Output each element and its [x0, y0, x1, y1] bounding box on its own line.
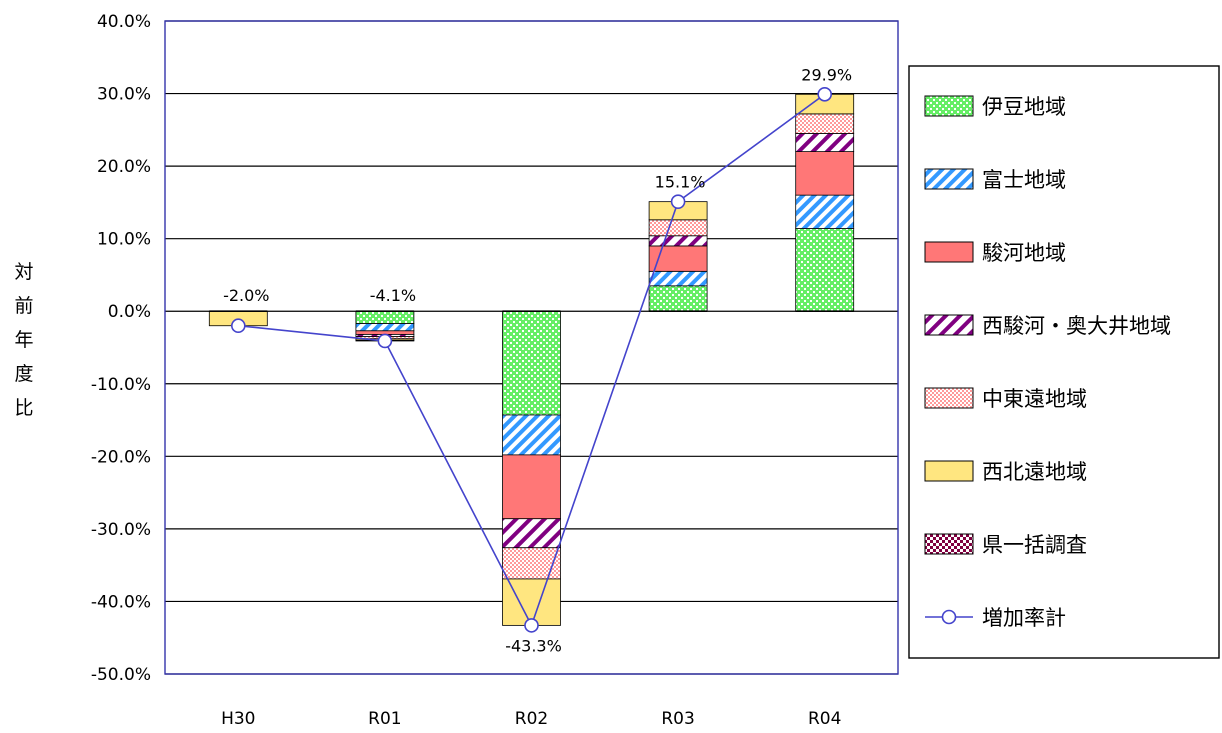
bar-segment-R01-0 [355, 310, 415, 324]
legend-label-5: 西北遠地域 [982, 460, 1087, 484]
legend-label-line: 増加率計 [982, 606, 1066, 630]
legend-label-3: 西駿河・奥大井地域 [982, 314, 1171, 338]
legend-label-0: 伊豆地域 [982, 95, 1066, 119]
bar-segment-R03-1 [648, 270, 708, 287]
legend-label-6: 県一括調査 [982, 533, 1087, 557]
bar-segment-R04-4 [795, 113, 855, 134]
y-tick-label: -40.0% [91, 592, 151, 612]
bar-segment-R04-2 [795, 151, 855, 196]
x-tick-label-H30: H30 [221, 709, 255, 729]
x-tick-label-R04: R04 [808, 709, 841, 729]
legend-swatch-3 [924, 314, 974, 336]
total-growth-point-R02 [524, 618, 539, 633]
bar-segment-R03-3 [648, 235, 708, 247]
y-tick-label: 30.0% [97, 85, 151, 105]
bar-segment-R02-3 [502, 518, 561, 549]
y-axis-label-char: 年 [14, 329, 33, 351]
legend-swatch-2 [924, 241, 974, 263]
total-growth-label-H30: -2.0% [223, 286, 269, 305]
plot-area: -50.0% -40.0% -30.0% -20.0% -10.0% 0.0% 10.0% 2… [91, 12, 899, 729]
total-growth-label-R02: -43.3% [505, 636, 562, 655]
bar-segment-R01-1 [355, 323, 415, 332]
bar-segment-R02-2 [502, 454, 561, 520]
legend-box [908, 65, 1220, 659]
bar-segment-R02-0 [502, 310, 561, 416]
bar-segment-R02-1 [502, 414, 561, 456]
y-tick-label: -10.0% [91, 375, 151, 395]
legend-swatch-5 [924, 460, 974, 482]
total-growth-point-R01 [377, 333, 393, 349]
bar-segment-R03-4 [648, 219, 708, 237]
total-growth-label-R01: -4.1% [370, 286, 416, 305]
y-axis-label-char: 度 [14, 363, 33, 385]
bar-segment-R04-1 [795, 194, 855, 229]
x-tick-label-R02: R02 [515, 709, 548, 729]
y-tick-label: -20.0% [91, 447, 151, 467]
x-tick-label-R03: R03 [661, 709, 694, 729]
legend-swatch-4 [924, 387, 974, 409]
legend-label-1: 富士地域 [982, 168, 1066, 192]
y-tick-label: 0.0% [108, 302, 151, 322]
legend-label-2: 駿河地域 [982, 241, 1066, 265]
legend-swatch-1 [924, 168, 974, 190]
plot-border [164, 20, 899, 675]
y-tick-label: 40.0% [97, 12, 151, 32]
legend-line-marker [941, 609, 957, 625]
bar-segment-R04-3 [795, 133, 855, 152]
bar-segment-R04-0 [795, 228, 855, 312]
legend-swatch-0 [924, 95, 974, 117]
total-growth-point-R04 [817, 86, 833, 102]
y-axis-label-char: 前 [14, 295, 33, 317]
total-growth-point-H30 [231, 318, 246, 334]
legend-label-4: 中東遠地域 [982, 387, 1087, 411]
y-tick-label: -50.0% [91, 665, 151, 685]
total-growth-label-R04: 29.9% [801, 65, 852, 84]
y-tick-label: -30.0% [91, 520, 151, 540]
y-tick-label: 20.0% [97, 157, 151, 177]
y-axis-label-char: 対 [14, 261, 33, 283]
x-tick-label-R01: R01 [368, 709, 401, 729]
total-growth-label-R03: 15.1% [655, 173, 706, 192]
y-tick-label: 10.0% [97, 230, 151, 250]
y-axis-label-char: 比 [14, 397, 33, 419]
bar-segment-R03-0 [648, 285, 708, 312]
bar-segment-R02-4 [502, 547, 561, 580]
legend-swatch-6 [924, 533, 974, 555]
total-growth-point-R03 [670, 194, 686, 209]
